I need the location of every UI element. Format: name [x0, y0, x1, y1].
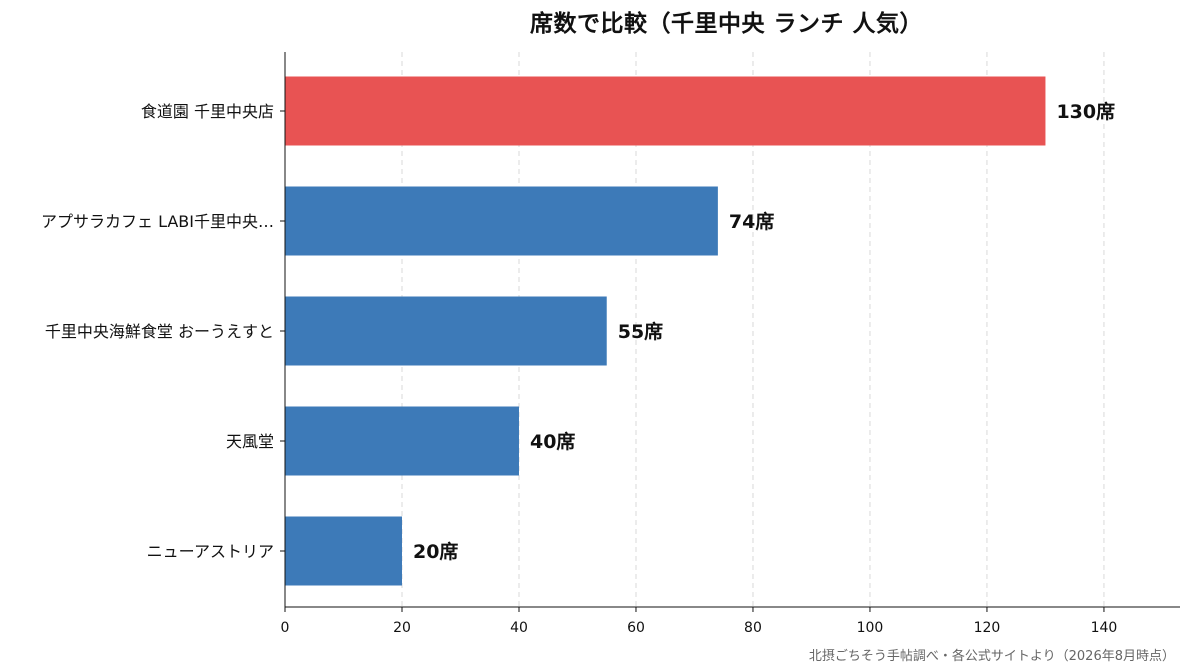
x-tick-label-60: 60	[627, 620, 645, 636]
bar-5	[285, 516, 402, 586]
bar-1	[285, 76, 1046, 146]
chart-title: 席数で比較（千里中央 ランチ 人気）	[529, 11, 923, 37]
x-tick-label-0: 0	[281, 620, 290, 636]
source-note: 北摂ごちそう手帖調べ・各公式サイトより（2026年8月時点）	[808, 649, 1175, 664]
x-tick-label-40: 40	[510, 620, 528, 636]
category-label-4: 天風堂	[226, 432, 274, 451]
axes	[280, 52, 1180, 612]
x-tick-label-100: 100	[857, 620, 884, 636]
bar-3	[285, 296, 607, 366]
x-tick-label-140: 140	[1091, 620, 1118, 636]
bars	[285, 76, 1046, 586]
bar-4	[285, 406, 519, 476]
category-label-5: ニューアストリア	[147, 542, 274, 561]
value-label-4: 40席	[530, 430, 575, 453]
category-label-3: 千里中央海鮮食堂 おーうえすと	[45, 322, 274, 341]
category-label-2: アプサラカフェ LABI千里中央…	[41, 212, 274, 231]
category-label-1: 食道園 千里中央店	[141, 102, 274, 121]
value-label-3: 55席	[618, 320, 663, 343]
x-tick-label-20: 20	[393, 620, 411, 636]
x-tick-label-120: 120	[974, 620, 1001, 636]
value-label-5: 20席	[413, 540, 458, 563]
value-label-1: 130席	[1056, 100, 1115, 123]
value-label-2: 74席	[729, 210, 774, 233]
x-tick-label-80: 80	[744, 620, 762, 636]
bar-2	[285, 186, 718, 256]
labels: 130席 食道園 千里中央店 74席 アプサラカフェ LABI千里中央… 55席 千里中央…	[41, 100, 1117, 636]
